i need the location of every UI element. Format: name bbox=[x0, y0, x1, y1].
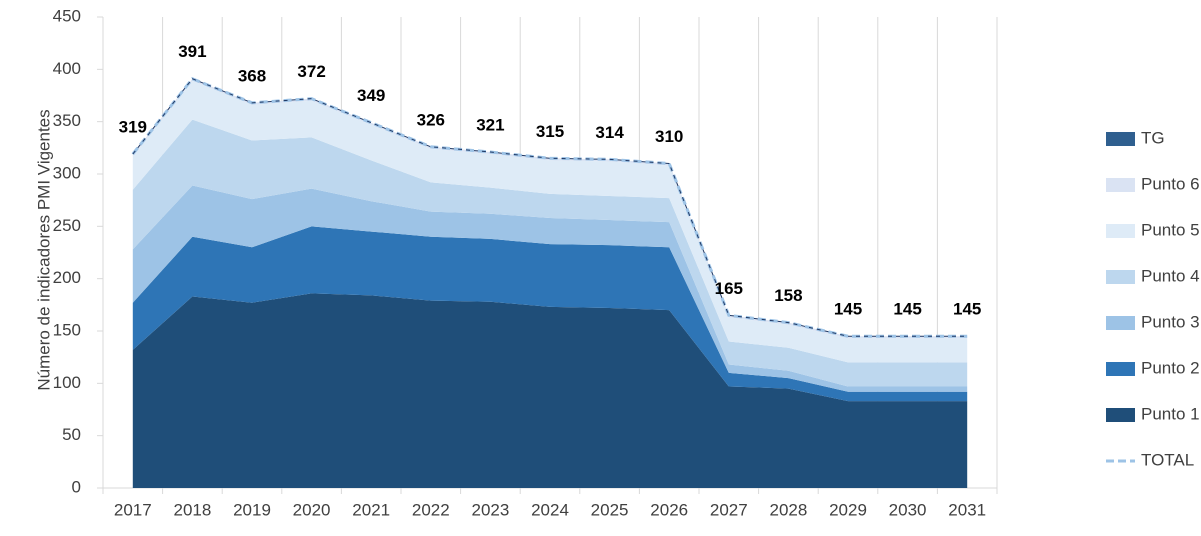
data-label: 349 bbox=[357, 86, 385, 105]
data-label: 310 bbox=[655, 127, 683, 146]
legend-swatch bbox=[1106, 270, 1135, 284]
legend-label: Punto 1 bbox=[1141, 404, 1200, 423]
legend-label: Punto 4 bbox=[1141, 266, 1200, 285]
x-tick-label: 2019 bbox=[233, 500, 271, 519]
y-tick-label: 250 bbox=[53, 216, 81, 235]
y-tick-label: 300 bbox=[53, 163, 81, 182]
area bbox=[132, 80, 968, 363]
area bbox=[132, 226, 968, 402]
data-label: 145 bbox=[834, 300, 862, 319]
legend-label: TOTAL bbox=[1141, 450, 1194, 469]
data-label: 145 bbox=[893, 300, 921, 319]
legend-label: Punto 2 bbox=[1141, 358, 1200, 377]
legend-swatch bbox=[1106, 132, 1135, 146]
data-label: 326 bbox=[417, 110, 445, 129]
x-tick-label: 2026 bbox=[650, 500, 688, 519]
x-tick-label: 2018 bbox=[173, 500, 211, 519]
data-label: 315 bbox=[536, 122, 564, 141]
data-label: 321 bbox=[476, 116, 504, 135]
legend-swatch bbox=[1106, 316, 1135, 330]
legend-swatch bbox=[1106, 362, 1135, 376]
x-tick-label: 2029 bbox=[829, 500, 867, 519]
x-tick-label: 2027 bbox=[710, 500, 748, 519]
data-label: 368 bbox=[238, 66, 266, 85]
total-line-core bbox=[132, 78, 968, 337]
data-label: 165 bbox=[715, 279, 743, 298]
data-label: 158 bbox=[774, 286, 802, 305]
data-label: 372 bbox=[297, 62, 325, 81]
x-tick-label: 2028 bbox=[769, 500, 807, 519]
legend-label: TG bbox=[1141, 128, 1165, 147]
x-tick-label: 2020 bbox=[293, 500, 331, 519]
y-tick-label: 350 bbox=[53, 111, 81, 130]
legend-swatch bbox=[1106, 178, 1135, 192]
y-axis-label: Número de indicadores PMI Vigentes bbox=[34, 109, 53, 390]
legend-label: Punto 6 bbox=[1141, 174, 1200, 193]
legend-label: Punto 5 bbox=[1141, 220, 1200, 239]
y-tick-label: 0 bbox=[72, 477, 81, 496]
x-tick-label: 2022 bbox=[412, 500, 450, 519]
area bbox=[132, 293, 968, 488]
legend-swatch bbox=[1106, 408, 1135, 422]
y-tick-label: 200 bbox=[53, 268, 81, 287]
y-tick-label: 150 bbox=[53, 320, 81, 339]
data-label: 145 bbox=[953, 300, 981, 319]
y-tick-label: 450 bbox=[53, 6, 81, 25]
y-tick-label: 400 bbox=[53, 59, 81, 78]
total-line bbox=[131, 76, 968, 338]
data-label: 314 bbox=[595, 123, 624, 142]
x-tick-label: 2017 bbox=[114, 500, 152, 519]
legend-label: Punto 3 bbox=[1141, 312, 1200, 331]
legend-swatch bbox=[1106, 224, 1135, 238]
data-label: 319 bbox=[119, 118, 147, 137]
x-tick-label: 2021 bbox=[352, 500, 390, 519]
data-label: 391 bbox=[178, 42, 206, 61]
y-tick-label: 50 bbox=[62, 425, 81, 444]
x-tick-label: 2030 bbox=[889, 500, 927, 519]
x-tick-label: 2023 bbox=[471, 500, 509, 519]
area bbox=[132, 185, 968, 392]
area bbox=[132, 119, 968, 387]
x-tick-label: 2025 bbox=[591, 500, 629, 519]
y-tick-label: 100 bbox=[53, 373, 81, 392]
x-tick-label: 2024 bbox=[531, 500, 569, 519]
x-tick-label: 2031 bbox=[948, 500, 986, 519]
